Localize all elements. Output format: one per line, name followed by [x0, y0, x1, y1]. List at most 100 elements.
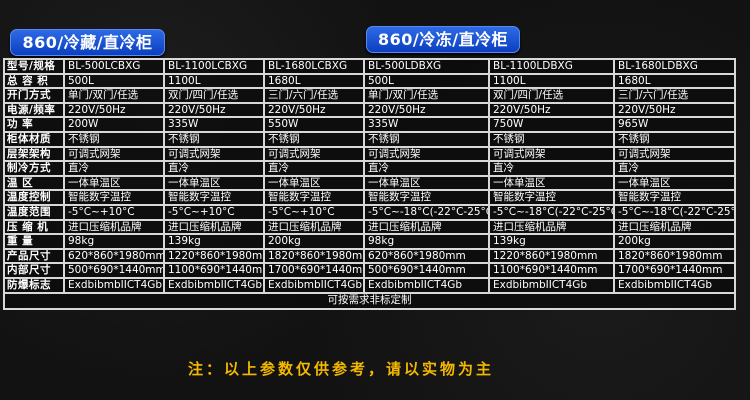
table-cell: 直冷 [263, 160, 365, 177]
table-cell: 直冷 [488, 160, 615, 177]
table-cell: 98kg [63, 233, 165, 250]
table-cell: 可调式网架 [363, 145, 490, 163]
table-cell: 500*690*1440mm [363, 262, 490, 279]
table-row: 温度控制 智能数字温控 智能数字温控 智能数字温控 智能数字温控 智能数字温控 智能数字温控 [3, 189, 736, 206]
row-label: 重 量 [3, 233, 65, 250]
table-cell: 965W [613, 116, 736, 133]
table-cell: 直冷 [63, 160, 165, 177]
table-cell: 139kg [163, 233, 265, 250]
table-cell: 直冷 [613, 160, 736, 177]
table-cell: 1820*860*1980mm [613, 247, 736, 265]
table-cell: -5°C~-18°C(-22°C-25°C) [488, 203, 615, 221]
spec-table: 型号/规格 BL-500LCBXG BL-1100LCBXG BL-1680LCBXG… [3, 58, 736, 310]
table-cell: 直冷 [363, 160, 490, 177]
table-cell: 进口压缩机品牌 [63, 218, 165, 236]
table-cell: 直冷 [163, 160, 265, 177]
table-cell: 1700*690*1440mm [263, 262, 365, 279]
table-row: 制冷方式 直冷 直冷 直冷 直冷 直冷 直冷 [3, 160, 736, 177]
badge-frozen: 860/冷冻/直冷柜 [366, 26, 520, 53]
table-cell: ExdbibmbIICT4Gb [163, 276, 265, 294]
table-cell: 220V/50Hz [488, 101, 615, 119]
table-cell: 220V/50Hz [263, 101, 365, 119]
table-cell: 139kg [488, 233, 615, 250]
table-cell: 进口压缩机品牌 [363, 218, 490, 236]
table-cell: 1100*690*1440mm [163, 262, 265, 279]
table-cell: 一体单温区 [613, 174, 736, 192]
table-row: 重 量 98kg 139kg 200kg 98kg 139kg 200kg [3, 233, 736, 250]
table-cell: 三门/六门/任选 [613, 87, 736, 104]
footer-row: 可按需求非标定制 [3, 291, 736, 310]
table-cell: 进口压缩机品牌 [488, 218, 615, 236]
table-cell: 1100L [163, 72, 265, 90]
table-cell: 1820*860*1980mm [263, 247, 365, 265]
table-cell: 335W [363, 116, 490, 133]
table-cell: 1220*860*1980mm [488, 247, 615, 265]
table-cell: 500L [363, 72, 490, 90]
table-cell: 一体单温区 [263, 174, 365, 192]
table-cell: 一体单温区 [363, 174, 490, 192]
table-row: 压 缩 机进口压缩机品牌 进口压缩机品牌 进口压缩机品牌 进口压缩机品牌 进口压缩机品牌… [3, 218, 736, 236]
row-label: 产品尺寸 [3, 247, 65, 265]
row-label: 温度范围 [3, 203, 65, 221]
table-row: 柜体材质 不锈钢 不锈钢 不锈钢 不锈钢 不锈钢 不锈钢 [3, 130, 736, 148]
custom-order-note: 可按需求非标定制 [3, 291, 736, 310]
row-label: 总 容 积 [3, 72, 65, 90]
table-cell: 可调式网架 [613, 145, 736, 163]
table-cell: 双门/四门/任选 [163, 87, 265, 104]
table-cell: 1680L [613, 72, 736, 90]
table-cell: 可调式网架 [488, 145, 615, 163]
table-cell: 进口压缩机品牌 [613, 218, 736, 236]
table-cell: 335W [163, 116, 265, 133]
table-cell: 220V/50Hz [613, 101, 736, 119]
table-cell: BL-1680LCBXG [263, 58, 365, 75]
table-cell: 双门/四门/任选 [488, 87, 615, 104]
table-cell: 220V/50Hz [363, 101, 490, 119]
table-row: 开门方式 单门/双门/任选 双门/四门/任选 三门/六门/任选 单门/双门/任选 双门/四… [3, 87, 736, 104]
table-cell: 200kg [263, 233, 365, 250]
table-cell: 可调式网架 [63, 145, 165, 163]
table-cell: 一体单温区 [163, 174, 265, 192]
table-cell: BL-500LDBXG [363, 58, 490, 75]
table-cell: 220V/50Hz [63, 101, 165, 119]
table-cell: 进口压缩机品牌 [263, 218, 365, 236]
disclaimer-note: 注：以上参数仅供参考，请以实物为主 [188, 360, 495, 378]
table-row: 电源/频率 220V/50Hz 220V/50Hz 220V/50Hz 220V/50H… [3, 101, 736, 119]
row-label: 电源/频率 [3, 101, 65, 119]
table-cell: 200W [63, 116, 165, 133]
table-row: 内部尺寸 500*690*1440mm 1100*690*1440mm 1700*69… [3, 262, 736, 279]
table-cell: -5°C~+10°C [163, 203, 265, 221]
table-cell: 智能数字温控 [63, 189, 165, 206]
table-cell: BL-500LCBXG [63, 58, 165, 75]
table-cell: 智能数字温控 [363, 189, 490, 206]
table-cell: 不锈钢 [263, 130, 365, 148]
table-row: 产品尺寸 620*860*1980mm 1220*860*1980mm 1820*86… [3, 247, 736, 265]
table-cell: 一体单温区 [488, 174, 615, 192]
table-cell: 智能数字温控 [613, 189, 736, 206]
table-cell: 不锈钢 [63, 130, 165, 148]
table-cell: 不锈钢 [613, 130, 736, 148]
row-label: 温 区 [3, 174, 65, 192]
table-cell: 1220*860*1980mm [163, 247, 265, 265]
table-cell: 可调式网架 [263, 145, 365, 163]
table-cell: -5°C~+10°C [63, 203, 165, 221]
table-cell: 进口压缩机品牌 [163, 218, 265, 236]
table-cell: 一体单温区 [63, 174, 165, 192]
table-cell: 1100L [488, 72, 615, 90]
row-label: 内部尺寸 [3, 262, 65, 279]
table-cell: ExdbibmbIICT4Gb [363, 276, 490, 294]
table-cell: 620*860*1980mm [63, 247, 165, 265]
table-cell: 不锈钢 [488, 130, 615, 148]
table-cell: 单门/双门/任选 [363, 87, 490, 104]
table-cell: 1700*690*1440mm [613, 262, 736, 279]
table-cell: 智能数字温控 [488, 189, 615, 206]
badge-refrigerated: 860/冷藏/直冷柜 [10, 29, 165, 56]
table-row: 功 率 200W 335W 550W 335W 750W 965W [3, 116, 736, 133]
table-row: 总 容 积 500L 1100L 1680L 500L 1100L 1680L [3, 72, 736, 90]
row-label: 温度控制 [3, 189, 65, 206]
row-label: 层架架构 [3, 145, 65, 163]
table-cell: 三门/六门/任选 [263, 87, 365, 104]
row-label: 制冷方式 [3, 160, 65, 177]
table-cell: BL-1680LDBXG [613, 58, 736, 75]
table-cell: 500*690*1440mm [63, 262, 165, 279]
table-cell: 单门/双门/任选 [63, 87, 165, 104]
